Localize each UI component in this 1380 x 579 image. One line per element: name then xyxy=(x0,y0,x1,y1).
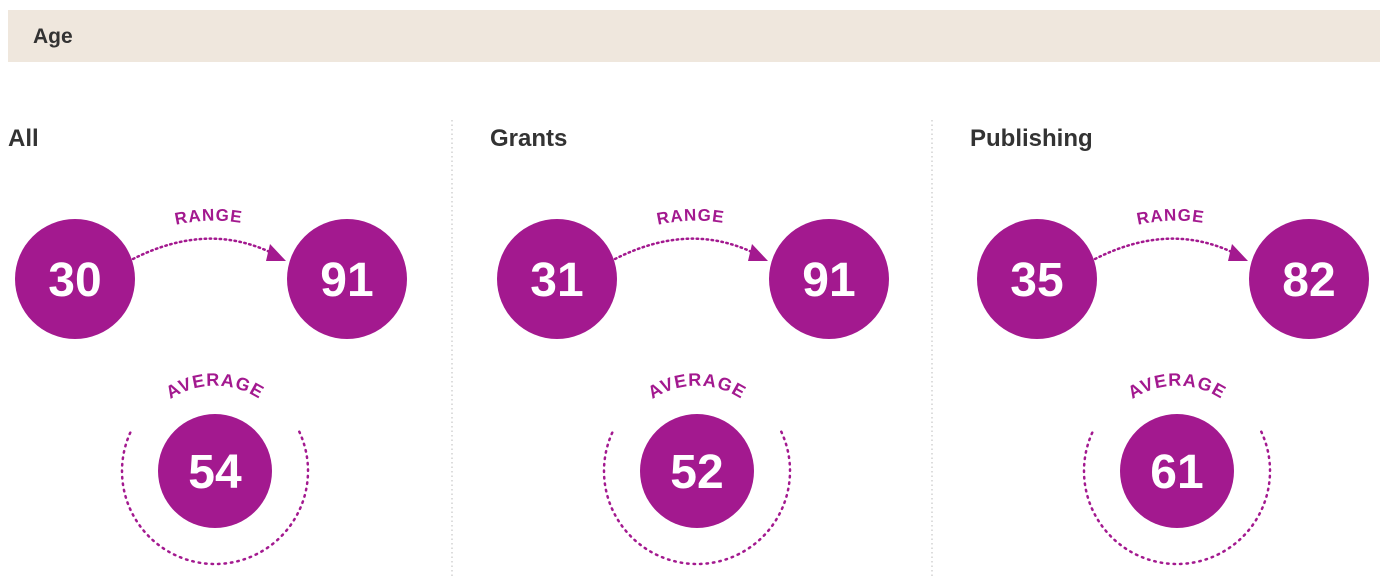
average-label: AVERAGE xyxy=(644,370,749,403)
average-circle xyxy=(640,414,754,528)
average-label: AVERAGE xyxy=(1124,370,1229,403)
range-label-text: RANGE xyxy=(1135,206,1205,229)
min-circle xyxy=(977,219,1097,339)
average-value: 54 xyxy=(188,446,242,499)
average-value: 52 xyxy=(670,446,723,499)
average-label-text: AVERAGE xyxy=(644,370,748,403)
average-label-text: AVERAGE xyxy=(1124,370,1228,403)
max-circle xyxy=(1249,219,1369,339)
panel-title: Publishing xyxy=(970,125,1093,152)
min-circle xyxy=(15,219,135,339)
average-value: 61 xyxy=(1150,446,1203,499)
panel-title: All xyxy=(8,125,39,152)
max-value: 91 xyxy=(802,254,855,307)
max-circle xyxy=(769,219,889,339)
range-label-text: RANGE xyxy=(173,206,243,229)
max-value: 91 xyxy=(320,254,373,307)
range-arrow xyxy=(613,237,758,261)
average-circle xyxy=(158,414,272,528)
range-label: RANGE xyxy=(655,206,726,229)
arrow-head xyxy=(1228,244,1248,261)
range-arrow xyxy=(1093,237,1238,261)
min-value: 35 xyxy=(1010,254,1063,307)
panel-title: Grants xyxy=(490,125,567,152)
range-label: RANGE xyxy=(1135,206,1206,229)
average-circle xyxy=(1120,414,1234,528)
range-label-text: RANGE xyxy=(655,206,725,229)
average-label: AVERAGE xyxy=(162,370,267,403)
header-bar xyxy=(8,10,1380,62)
range-arrow xyxy=(131,237,276,261)
range-label: RANGE xyxy=(173,206,244,229)
arrow-head xyxy=(748,244,768,261)
arrow-head xyxy=(266,244,286,261)
min-circle xyxy=(497,219,617,339)
header-title: Age xyxy=(33,25,73,48)
max-value: 82 xyxy=(1282,254,1335,307)
min-value: 31 xyxy=(530,254,583,307)
max-circle xyxy=(287,219,407,339)
min-value: 30 xyxy=(48,254,101,307)
average-label-text: AVERAGE xyxy=(162,370,266,403)
